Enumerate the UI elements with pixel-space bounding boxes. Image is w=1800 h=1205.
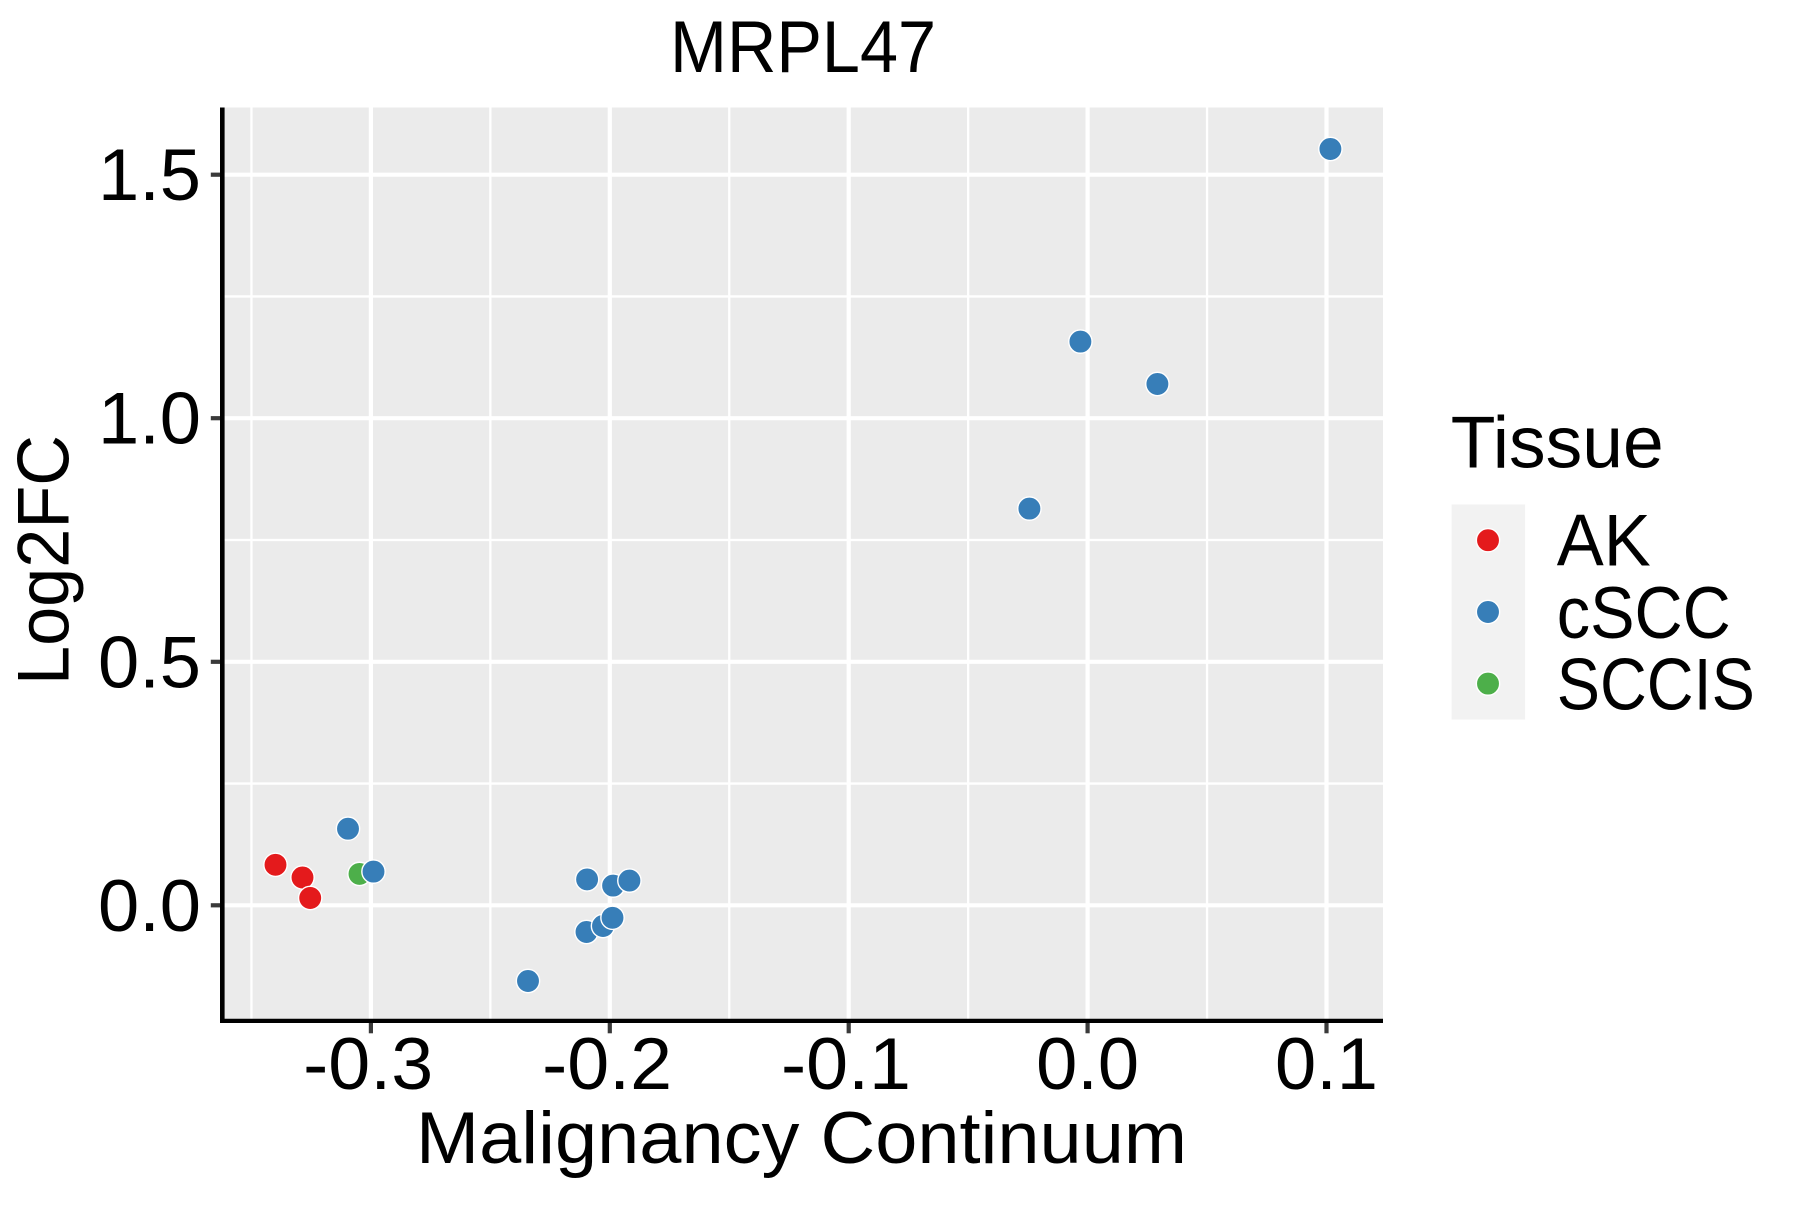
svg-text:1.5: 1.5 — [98, 135, 201, 216]
svg-text:-0.1: -0.1 — [781, 1024, 911, 1105]
svg-text:-0.2: -0.2 — [542, 1024, 672, 1105]
svg-text:Tissue: Tissue — [1451, 402, 1664, 483]
svg-text:1.0: 1.0 — [98, 379, 201, 460]
svg-text:-0.3: -0.3 — [303, 1024, 433, 1105]
svg-text:MRPL47: MRPL47 — [670, 7, 936, 88]
svg-text:AK: AK — [1557, 500, 1651, 581]
svg-text:Malignancy Continuum: Malignancy Continuum — [416, 1098, 1187, 1179]
svg-text:SCCIS: SCCIS — [1557, 644, 1755, 725]
svg-text:0.5: 0.5 — [98, 622, 201, 703]
svg-text:0.0: 0.0 — [1036, 1024, 1139, 1105]
svg-text:Log2FC: Log2FC — [4, 435, 85, 685]
svg-text:0.0: 0.0 — [98, 866, 201, 947]
svg-text:cSCC: cSCC — [1557, 573, 1731, 654]
svg-text:0.1: 0.1 — [1275, 1024, 1378, 1105]
